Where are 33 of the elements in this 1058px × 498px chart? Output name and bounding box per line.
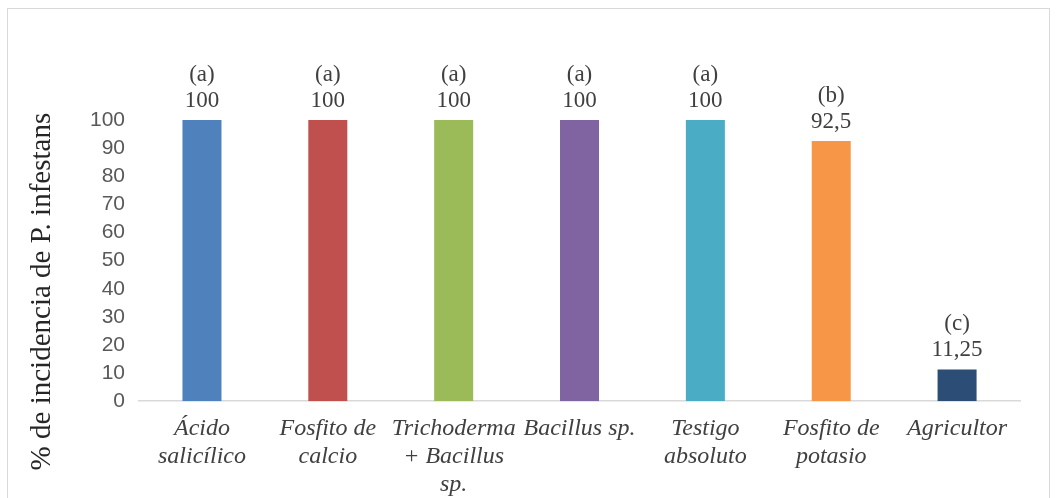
bar: [685, 120, 725, 402]
x-tick-label: Bacillus sp.: [523, 414, 636, 441]
data-label: (c) 11,25: [931, 310, 983, 362]
y-tick-label: 20: [101, 331, 126, 355]
bar: [308, 120, 348, 402]
bar: [182, 120, 222, 402]
y-tick-label: 80: [101, 163, 126, 187]
y-tick-label: 30: [101, 303, 126, 327]
x-tick-label: Fosfito de potasio: [781, 414, 880, 468]
data-label: (a) 100: [688, 60, 723, 112]
bar: [937, 369, 977, 402]
x-tick-label: Fosfito de calcio: [278, 414, 377, 468]
bar: [434, 120, 474, 402]
y-tick-label: 60: [101, 219, 126, 243]
y-tick-label: 40: [101, 275, 126, 299]
y-tick-label: 0: [113, 388, 126, 411]
y-tick-label: 100: [89, 106, 126, 130]
bar: [811, 141, 851, 402]
x-tick-label: Trichoderma + Bacillus sp.: [391, 414, 516, 496]
data-label: (a) 100: [310, 60, 346, 112]
data-label: (b) 92,5: [811, 81, 852, 133]
x-tick-label: Ácido salicílico: [157, 414, 246, 468]
bar: [560, 120, 600, 402]
x-tick-label: Agricultor: [905, 414, 1008, 441]
y-tick-label: 50: [101, 247, 126, 271]
y-tick-label: 90: [101, 134, 126, 158]
data-label: (a) 100: [562, 60, 597, 112]
y-tick-label: 10: [101, 359, 126, 383]
y-axis-title: % de incidencia de P. infestans: [23, 112, 56, 471]
data-label: (a) 100: [436, 60, 471, 112]
x-tick-label: Testigo absoluto: [664, 414, 747, 468]
y-tick-label: 70: [101, 191, 126, 215]
data-label: (a) 100: [184, 60, 220, 112]
